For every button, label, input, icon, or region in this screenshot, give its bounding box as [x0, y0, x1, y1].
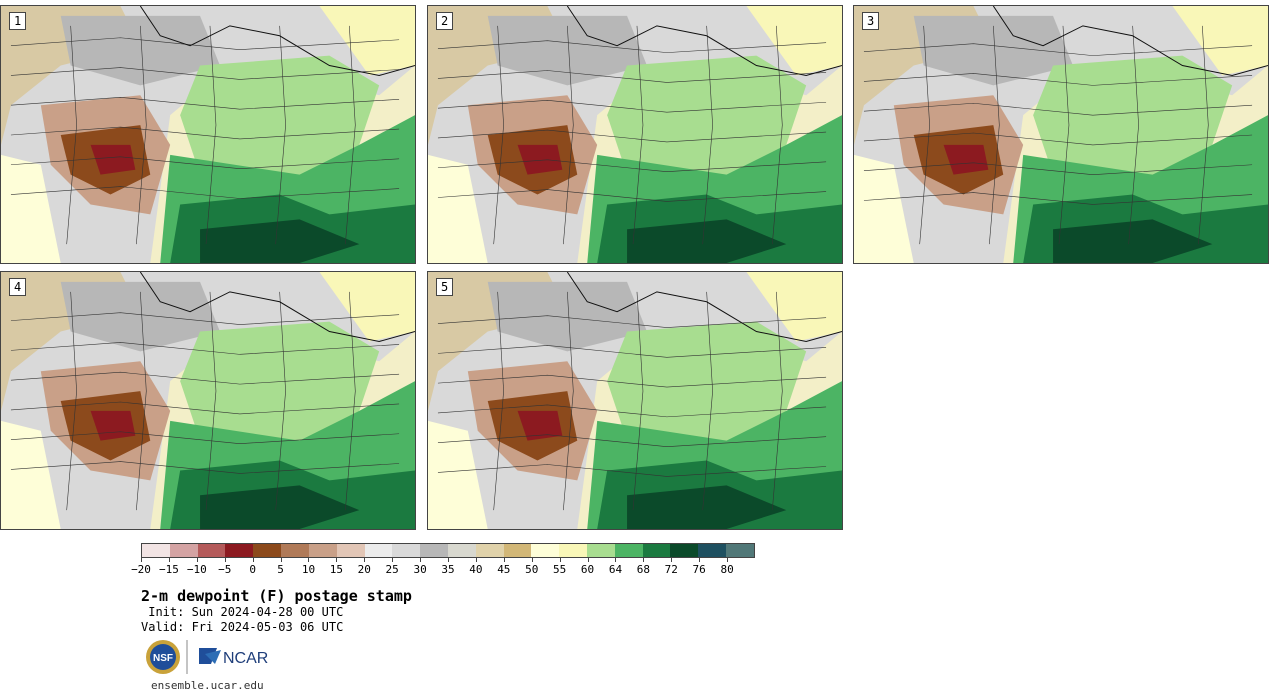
- colorbar-tick-label: −20: [131, 563, 151, 576]
- panel-number-4: 4: [9, 278, 27, 296]
- colorbar-tick-label: 72: [664, 563, 678, 576]
- colorbar-swatch: [336, 544, 365, 557]
- colorbar-swatch: [614, 544, 643, 557]
- colorbar-swatch: [587, 544, 615, 557]
- panel-number-1: 1: [9, 12, 27, 30]
- ncar-logo-text: NCAR: [223, 650, 268, 667]
- colorbar-tick-label: 15: [329, 563, 343, 576]
- colorbar-swatch: [364, 544, 393, 557]
- dewpoint-map-3: [854, 6, 1268, 263]
- map-panel-4: 4: [0, 271, 416, 530]
- dewpoint-map-4: [1, 272, 415, 529]
- colorbar-swatch: [392, 544, 421, 557]
- colorbar-tick-label: −5: [218, 563, 232, 576]
- valid-time: Valid: Fri 2024-05-03 06 UTC: [141, 620, 344, 634]
- dewpoint-map-1: [1, 6, 415, 263]
- colorbar-tick-label: 80: [720, 563, 734, 576]
- colorbar-swatch: [225, 544, 254, 557]
- colorbar-swatch: [726, 544, 754, 557]
- colorbar-tick-label: 40: [469, 563, 483, 576]
- colorbar-swatch: [670, 544, 699, 557]
- colorbar-tick-label: 68: [636, 563, 650, 576]
- colorbar-swatch: [531, 544, 560, 557]
- colorbar-swatch: [447, 544, 476, 557]
- colorbar: [141, 543, 755, 558]
- colorbar-swatch: [308, 544, 337, 557]
- init-time: Init: Sun 2024-04-28 00 UTC: [141, 605, 344, 619]
- colorbar-tick-label: 60: [580, 563, 595, 576]
- chart-title: 2-m dewpoint (F) postage stamp: [141, 587, 412, 605]
- colorbar-swatch: [503, 544, 532, 557]
- colorbar-tick-label: 25: [385, 563, 399, 576]
- map-panel-2: 2: [427, 5, 843, 264]
- colorbar-tick-label: 10: [301, 563, 316, 576]
- map-panel-5: 5: [427, 271, 843, 530]
- colorbar-swatch: [253, 544, 282, 557]
- ncar-logo-icon: NCAR: [199, 648, 268, 667]
- dewpoint-map-2: [428, 6, 842, 263]
- colorbar-swatch: [281, 544, 309, 557]
- panel-number-5: 5: [436, 278, 454, 296]
- colorbar-tick-label: 50: [525, 563, 539, 576]
- nsf-logo-text: NSF: [153, 653, 173, 664]
- colorbar-swatch: [169, 544, 198, 557]
- nsf-logo-icon: NSF: [146, 640, 180, 674]
- colorbar-tick-label: 64: [608, 563, 623, 576]
- footer-url: ensemble.ucar.edu: [151, 679, 264, 692]
- colorbar-tick-label: 45: [497, 563, 511, 576]
- colorbar-swatch: [698, 544, 727, 557]
- colorbar-tick-label: −10: [186, 563, 207, 576]
- colorbar-tick-label: 5: [277, 563, 284, 576]
- colorbar-tick-label: 30: [413, 563, 427, 576]
- map-panel-3: 3: [853, 5, 1269, 264]
- colorbar-swatch: [642, 544, 671, 557]
- logos: NSF NCAR: [146, 640, 268, 674]
- dewpoint-map-5: [428, 272, 842, 529]
- colorbar-swatch: [559, 544, 587, 557]
- colorbar-swatch: [420, 544, 448, 557]
- colorbar-ticks: −20 −15 −10 −5 0 5 10 15 20 25 30 35 40 45 50 55 60 64 68 7…: [131, 558, 755, 577]
- colorbar-tick-label: −15: [158, 563, 179, 576]
- colorbar-swatch: [475, 544, 504, 557]
- colorbar-tick-label: 20: [357, 563, 371, 576]
- panel-number-3: 3: [862, 12, 880, 30]
- colorbar-tick-label: 55: [553, 563, 567, 576]
- colorbar-tick-label: 76: [692, 563, 706, 576]
- colorbar-swatch: [197, 544, 226, 557]
- colorbar-tick-label: 0: [249, 563, 256, 576]
- panel-number-2: 2: [436, 12, 454, 30]
- map-panel-1: 1: [0, 5, 416, 264]
- colorbar-swatch: [142, 544, 170, 557]
- colorbar-tick-label: 35: [441, 563, 455, 576]
